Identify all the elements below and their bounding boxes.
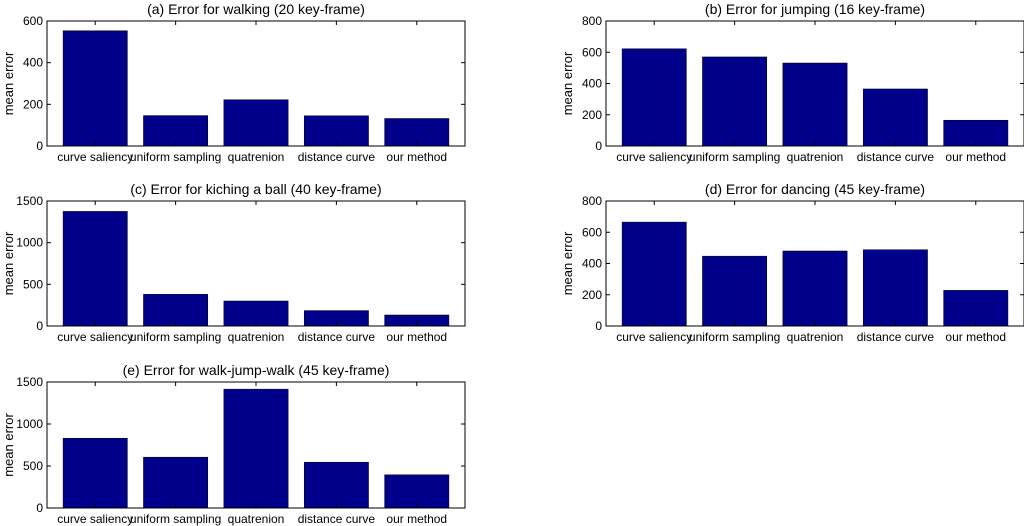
bar-1 [62, 438, 128, 509]
y-tick-label: 0 [36, 319, 43, 333]
x-tick-label: uniform sampling [689, 150, 780, 164]
bar-4 [862, 249, 928, 327]
y-tick-label: 200 [582, 288, 602, 302]
x-tick-label: our method [945, 330, 1006, 344]
x-tick-label: quatrenion [787, 150, 844, 164]
y-tick-label: 1500 [16, 194, 43, 208]
x-tick-label: uniform sampling [130, 330, 221, 344]
bar-1 [62, 211, 128, 327]
bar-4 [862, 88, 928, 147]
bar-3 [782, 250, 848, 327]
bar-5 [943, 119, 1009, 147]
x-tick-label: our method [386, 150, 447, 164]
y-axis-label: mean error [1, 51, 16, 115]
bar-2 [143, 456, 209, 509]
y-tick-label: 600 [582, 225, 602, 239]
bar-2 [143, 115, 209, 147]
y-tick-label: 400 [582, 77, 602, 91]
bar-1 [621, 221, 687, 327]
x-tick-label: our method [386, 330, 447, 344]
y-tick-label: 800 [582, 14, 602, 28]
x-tick-label: uniform sampling [130, 512, 221, 526]
bar-5 [384, 474, 450, 509]
bar-3 [223, 300, 289, 327]
y-tick-label: 400 [582, 257, 602, 271]
bar-1 [621, 48, 687, 147]
x-tick-label: uniform sampling [689, 330, 780, 344]
y-tick-label: 600 [582, 45, 602, 59]
bar-2 [143, 294, 209, 327]
bar-5 [943, 290, 1009, 327]
y-tick-label: 0 [595, 319, 602, 333]
y-tick-label: 1000 [16, 236, 43, 250]
y-axis-label: mean error [560, 231, 575, 295]
x-tick-label: our method [386, 512, 447, 526]
x-tick-label: curve saliency [57, 150, 133, 164]
y-tick-label: 500 [23, 277, 43, 291]
chart-title: (c) Error for kiching a ball (40 key-fra… [130, 181, 381, 197]
bar-4 [303, 115, 369, 147]
bar-3 [782, 62, 848, 147]
bar-5 [384, 118, 450, 147]
x-tick-label: distance curve [298, 330, 376, 344]
x-tick-label: curve saliency [616, 330, 692, 344]
y-tick-label: 600 [23, 14, 43, 28]
x-tick-label: distance curve [857, 330, 935, 344]
y-axis-label: mean error [1, 413, 16, 477]
bar-4 [303, 461, 369, 509]
x-tick-label: quatrenion [787, 330, 844, 344]
chart-title: (d) Error for dancing (45 key-frame) [705, 181, 925, 197]
y-tick-label: 500 [23, 459, 43, 473]
y-tick-label: 0 [36, 501, 43, 515]
y-tick-label: 1000 [16, 417, 43, 431]
bar-3 [223, 99, 289, 147]
y-axis-label: mean error [560, 51, 575, 115]
y-tick-label: 800 [582, 194, 602, 208]
x-tick-label: curve saliency [57, 512, 133, 526]
x-tick-label: our method [945, 150, 1006, 164]
y-tick-label: 400 [23, 56, 43, 70]
chart-title: (a) Error for walking (20 key-frame) [147, 1, 365, 17]
y-tick-label: 1500 [16, 375, 43, 389]
y-axis-label: mean error [1, 231, 16, 295]
bar-2 [702, 56, 768, 147]
x-tick-label: quatrenion [228, 512, 285, 526]
x-tick-label: distance curve [298, 512, 376, 526]
x-tick-label: distance curve [857, 150, 935, 164]
y-tick-label: 200 [23, 97, 43, 111]
x-tick-label: quatrenion [228, 150, 285, 164]
bar-1 [62, 30, 128, 147]
y-tick-label: 0 [36, 139, 43, 153]
x-tick-label: curve saliency [57, 330, 133, 344]
bar-3 [223, 388, 289, 509]
y-tick-label: 0 [595, 139, 602, 153]
x-tick-label: curve saliency [616, 150, 692, 164]
y-tick-label: 200 [582, 108, 602, 122]
bar-2 [702, 255, 768, 327]
x-tick-label: uniform sampling [130, 150, 221, 164]
chart-title: (b) Error for jumping (16 key-frame) [705, 1, 925, 17]
x-tick-label: quatrenion [228, 330, 285, 344]
chart-title: (e) Error for walk-jump-walk (45 key-fra… [123, 362, 390, 378]
x-tick-label: distance curve [298, 150, 376, 164]
